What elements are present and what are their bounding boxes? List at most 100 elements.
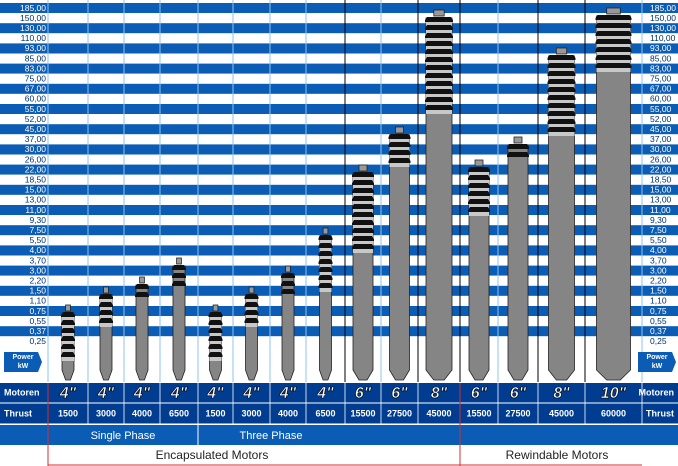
motor-body (172, 265, 186, 381)
motor-size: 6" (355, 385, 372, 402)
motor-ring (61, 320, 75, 325)
motor-ring (61, 344, 75, 349)
motor-ring (547, 103, 576, 108)
stripe (0, 43, 678, 54)
power-label: 0,25 (29, 336, 46, 346)
motor-ring (352, 188, 374, 193)
motor-ring (135, 292, 149, 297)
motor (208, 304, 223, 381)
motor-ring (468, 207, 490, 212)
motor (281, 265, 295, 381)
power-label: 83,00 (650, 63, 672, 73)
motor-ring (352, 196, 374, 201)
motor-ring (425, 33, 453, 38)
motor (61, 304, 75, 381)
motor-ring (61, 312, 75, 317)
motor-cap (395, 126, 404, 134)
motor-ring (352, 212, 374, 217)
power-label: 13,00 (25, 195, 47, 205)
motor (507, 136, 529, 381)
motor-cap (285, 265, 291, 273)
stripe (0, 104, 678, 115)
power-label: 55,00 (25, 104, 47, 114)
motor-ring (318, 251, 333, 256)
motor-size: 6" (510, 385, 527, 402)
motor-ring (244, 294, 259, 299)
power-label: 45,00 (25, 124, 47, 134)
power-label: 52,00 (650, 114, 672, 124)
power-label: 4,00 (29, 245, 46, 255)
stripe (0, 134, 678, 145)
stripe (0, 73, 678, 84)
power-label: 18,50 (650, 175, 672, 185)
motor-ring (547, 79, 576, 84)
motor-ring (244, 318, 259, 323)
motor-cap (358, 164, 368, 172)
power-label: 150,00 (650, 13, 676, 23)
motor-ring (425, 41, 453, 46)
motor-ring (595, 47, 632, 52)
motor-cap (474, 159, 484, 167)
power-label: 85,00 (25, 53, 47, 63)
thrust-row-label: Thrust (646, 408, 674, 418)
stripe (0, 295, 678, 306)
motor-ring (352, 244, 374, 249)
motor-size: 10" (601, 385, 627, 402)
motor-ring (61, 336, 75, 341)
stripe (0, 83, 678, 94)
motor-ring (425, 25, 453, 30)
stripe (0, 326, 678, 337)
motor-ring (318, 243, 333, 248)
motor-ring (99, 310, 113, 315)
size-row-label: Motoren (4, 387, 40, 397)
stripe (0, 23, 678, 34)
motor-thrust: 6500 (169, 408, 189, 418)
stripe (0, 184, 678, 195)
motor-thrust: 1500 (205, 408, 225, 418)
stripe (0, 285, 678, 296)
motor (318, 227, 333, 381)
motor-ring (172, 273, 186, 278)
motor-ring (352, 220, 374, 225)
size-row-label: Motoren (639, 387, 675, 397)
motor-cap (555, 47, 568, 55)
motor-thrust: 4000 (278, 408, 298, 418)
motor-size: 4" (133, 385, 151, 402)
motor-size: 4" (97, 385, 115, 402)
motor-ring (244, 302, 259, 307)
power-label: 30,00 (650, 144, 672, 154)
power-label: 85,00 (650, 53, 672, 63)
power-label: 110,00 (650, 33, 676, 43)
motor-ring (135, 284, 149, 289)
power-label: 26,00 (650, 154, 672, 164)
motor-ring (61, 328, 75, 333)
power-label: 93,00 (25, 43, 47, 53)
motor-thrust: 3000 (96, 408, 116, 418)
stripe (0, 114, 678, 125)
motor (99, 286, 113, 381)
motor-cap (606, 7, 621, 15)
motor-ring (468, 183, 490, 188)
stripe (0, 164, 678, 175)
motor (244, 286, 259, 381)
stripe (0, 144, 678, 155)
power-label: 130,00 (650, 23, 676, 33)
motor-cap (248, 286, 255, 294)
power-label: 110,00 (21, 33, 47, 43)
motor-cap (176, 257, 182, 265)
motor-ring (595, 15, 632, 20)
phase-row (0, 425, 678, 445)
thrust-row (0, 403, 678, 424)
power-label: 45,00 (650, 124, 672, 134)
motor-ring (547, 111, 576, 116)
motor-cap (103, 286, 109, 294)
motor-ring (425, 65, 453, 70)
stripe (0, 205, 678, 216)
motor-ring (208, 336, 223, 341)
motor-ring (595, 55, 632, 60)
motor-size: 4" (316, 385, 334, 402)
motor-ring (388, 150, 411, 155)
motor-ring (425, 57, 453, 62)
power-label: 0,75 (650, 306, 667, 316)
motor-ring (208, 320, 223, 325)
